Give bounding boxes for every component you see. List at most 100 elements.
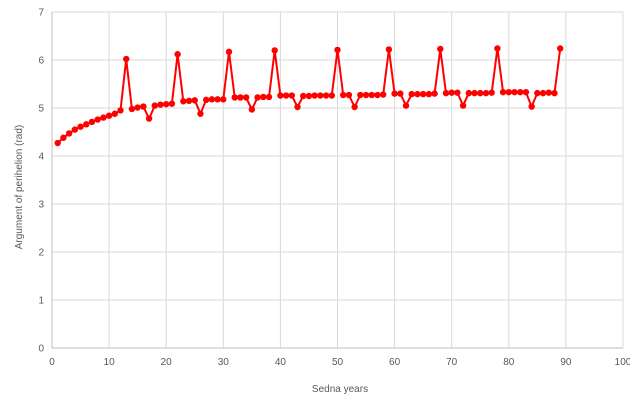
data-point	[448, 89, 455, 96]
data-point	[311, 92, 318, 99]
data-point	[168, 100, 176, 107]
data-point	[300, 92, 307, 100]
data-point	[140, 103, 147, 110]
y-tick-label: 5	[38, 104, 44, 115]
y-tick-label: 6	[38, 56, 44, 67]
data-point	[60, 134, 67, 141]
data-point	[282, 92, 290, 99]
data-point	[511, 88, 518, 96]
data-point	[180, 98, 187, 105]
data-point	[71, 126, 79, 133]
y-tick-label: 7	[38, 8, 44, 19]
y-tick-label: 2	[38, 248, 44, 259]
x-tick-label: 60	[389, 357, 401, 368]
data-point	[54, 139, 61, 147]
y-tick-label: 4	[38, 152, 44, 163]
data-point	[185, 97, 193, 105]
data-point	[539, 89, 547, 97]
data-point	[157, 101, 164, 108]
data-point	[220, 96, 227, 103]
data-point	[534, 89, 541, 97]
data-point	[477, 89, 484, 97]
x-tick-label: 40	[275, 357, 287, 368]
data-point	[545, 89, 552, 96]
data-point	[77, 123, 84, 130]
data-point	[374, 91, 381, 99]
x-tick-label: 90	[560, 357, 572, 368]
data-point	[454, 89, 461, 96]
y-tick-label: 3	[38, 200, 44, 211]
data-point	[488, 89, 495, 96]
data-point	[351, 103, 358, 111]
data-point	[425, 90, 433, 98]
data-point	[368, 91, 375, 99]
axes	[51, 12, 623, 349]
data-point	[556, 45, 564, 52]
y-axis-title: Argument of perihelion (rad)	[14, 125, 25, 250]
vertical-gridlines	[108, 12, 624, 348]
data-point	[522, 88, 530, 96]
data-point	[163, 100, 170, 108]
y-tick-label: 0	[38, 344, 44, 355]
data-point	[105, 112, 113, 119]
data-point	[191, 97, 198, 104]
data-point	[65, 130, 73, 137]
data-point	[414, 90, 421, 98]
data-point	[334, 46, 341, 54]
data-point	[277, 92, 284, 99]
x-axis-title: Sedna years	[312, 384, 368, 395]
data-point	[123, 55, 130, 63]
data-point	[237, 94, 244, 101]
data-point	[465, 89, 473, 97]
data-point	[151, 102, 158, 109]
data-point	[117, 107, 124, 114]
data-point	[345, 91, 353, 99]
data-point	[499, 88, 507, 96]
data-point	[128, 105, 136, 113]
data-point	[197, 110, 204, 117]
x-tick-label: 100	[615, 357, 630, 368]
x-tick-label: 30	[218, 357, 230, 368]
data-point	[397, 90, 404, 97]
data-point	[340, 91, 347, 99]
data-point	[362, 91, 370, 99]
data-point	[208, 96, 216, 103]
data-point	[134, 104, 141, 111]
data-point	[111, 110, 119, 117]
data-point	[357, 91, 364, 99]
data-point	[174, 51, 181, 58]
x-tick-label: 80	[503, 357, 515, 368]
x-tick-label: 10	[104, 357, 116, 368]
data-point	[402, 102, 410, 109]
data-point	[528, 103, 535, 110]
data-point	[242, 94, 250, 101]
data-point	[288, 92, 296, 99]
data-point	[265, 93, 273, 101]
data-point	[442, 89, 450, 97]
data-point	[202, 96, 210, 104]
x-tick-labels: 0 10 20 30 40 50 60 70 80 90 100	[49, 357, 630, 368]
data-point	[391, 90, 398, 97]
data-point	[83, 121, 90, 128]
data-point	[328, 92, 335, 99]
y-tick-label: 1	[38, 296, 44, 307]
data-point	[385, 46, 393, 53]
data-point	[100, 114, 107, 121]
data-point	[505, 88, 512, 96]
data-point	[225, 48, 233, 56]
data-point	[419, 90, 427, 98]
data-point	[231, 94, 238, 101]
x-tick-label: 70	[446, 357, 458, 368]
data-point	[271, 47, 278, 54]
data-point	[379, 91, 387, 98]
data-point	[408, 90, 415, 98]
data-point	[260, 93, 267, 101]
y-tick-labels: 0 1 2 3 4 5 6 7	[38, 8, 44, 355]
x-tick-label: 50	[332, 357, 344, 368]
data-point	[254, 94, 261, 101]
x-tick-label: 20	[161, 357, 173, 368]
data-point	[214, 96, 221, 103]
data-point	[294, 103, 301, 111]
data-point	[88, 118, 96, 126]
